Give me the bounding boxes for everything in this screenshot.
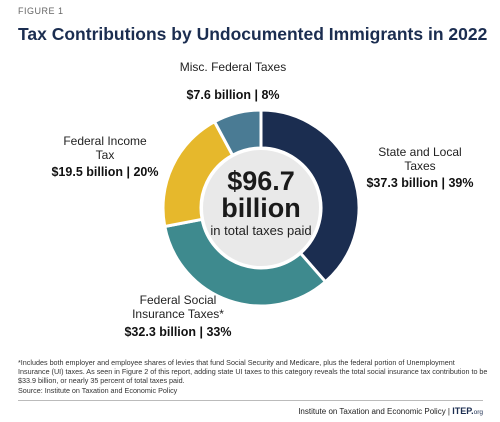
value-label: $37.3 billion | 39% (366, 176, 474, 190)
chart-title: Tax Contributions by Undocumented Immigr… (18, 24, 488, 44)
category-label: Federal Income Tax (63, 134, 147, 162)
category-label: State and Local Taxes (378, 145, 462, 173)
value-label: $7.6 billion | 8% (186, 88, 280, 102)
category-label: Federal Social Insurance Taxes* (132, 293, 224, 321)
value-label: $19.5 billion | 20% (51, 165, 159, 179)
value-label: $32.3 billion | 33% (124, 325, 232, 339)
center-total: $96.7 billion (221, 166, 301, 223)
source: Source: Institute on Taxation and Econom… (18, 386, 178, 395)
figure-label: FIGURE 1 (18, 6, 64, 16)
donut-slice (163, 217, 328, 308)
logo: ITEP. (452, 406, 474, 416)
category-label: Misc. Federal Taxes (179, 60, 287, 74)
logo-suffix: org (473, 409, 483, 416)
donut-slice (259, 108, 361, 284)
donut-slice (212, 108, 263, 158)
center-subtext: in total taxes paid (210, 223, 312, 238)
divider (18, 400, 483, 401)
footer: Institute on Taxation and Economic Polic… (298, 406, 483, 416)
center-disc (203, 150, 319, 266)
footnote: *Includes both employer and employee sha… (18, 358, 488, 386)
footer-org: Institute on Taxation and Economic Polic… (298, 407, 446, 416)
